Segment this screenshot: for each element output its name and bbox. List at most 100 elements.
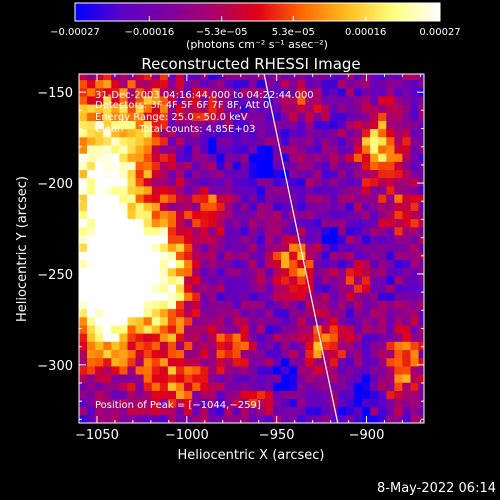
heatmap-cell <box>143 333 153 342</box>
heatmap-cell <box>297 308 306 318</box>
heatmap-cell <box>402 79 412 89</box>
heatmap-cell <box>410 120 420 130</box>
heatmap-cell <box>184 74 193 81</box>
heatmap-cell <box>143 234 153 244</box>
heatmap-cell <box>265 275 274 285</box>
heatmap-cell <box>345 120 355 130</box>
heatmap-cell <box>240 333 250 342</box>
heatmap-cell <box>224 226 234 236</box>
heatmap-cell <box>79 202 88 211</box>
heatmap-cell <box>313 169 323 179</box>
heatmap-cell <box>305 136 315 146</box>
heatmap-cell <box>362 136 371 146</box>
heatmap-cell <box>224 161 234 171</box>
heatmap-cell <box>87 161 96 171</box>
heatmap-cell <box>297 177 306 187</box>
heatmap-cell <box>232 292 242 301</box>
heatmap-cell <box>410 169 420 179</box>
x-tick-label: −1050 <box>75 428 119 443</box>
heatmap-cell <box>321 177 331 187</box>
heatmap-cell <box>176 169 185 179</box>
heatmap-cell <box>87 218 96 228</box>
heatmap-cell <box>127 406 137 416</box>
heatmap-cell <box>151 406 161 416</box>
heatmap-cell <box>200 104 209 113</box>
heatmap-cell <box>297 349 306 359</box>
heatmap-cell <box>95 218 104 228</box>
heatmap-cell <box>119 202 129 211</box>
solar-limb-line <box>263 74 339 423</box>
heatmap-cell <box>410 275 420 285</box>
heatmap-cell <box>281 234 290 244</box>
heatmap-cell <box>394 373 404 383</box>
heatmap-cell <box>192 243 201 252</box>
heatmap-cell <box>386 169 395 179</box>
heatmap-cell <box>305 104 315 113</box>
heatmap-cell <box>208 333 218 342</box>
heatmap-cell <box>216 341 226 350</box>
heatmap-cell <box>273 251 282 260</box>
heatmap-cell <box>410 349 420 359</box>
heatmap-cell <box>167 349 177 359</box>
heatmap-cell <box>208 300 218 310</box>
heatmap-cell <box>394 406 404 416</box>
heatmap-cell <box>151 341 161 350</box>
heatmap-cell <box>240 112 250 121</box>
heatmap-cell <box>111 210 120 220</box>
heatmap-cell <box>240 365 250 375</box>
heatmap-cell <box>200 357 209 367</box>
heatmap-cell <box>321 120 331 130</box>
heatmap-cell <box>151 308 161 318</box>
heatmap-cell <box>135 153 145 162</box>
heatmap-cell <box>297 365 306 375</box>
heatmap-cell <box>289 324 298 334</box>
x-tick-label: −900 <box>349 428 385 443</box>
heatmap-cell <box>103 161 112 171</box>
heatmap-cell <box>370 95 379 105</box>
heatmap-cell <box>313 365 323 375</box>
heatmap-cell <box>127 292 137 301</box>
heatmap-cell <box>103 267 112 277</box>
heatmap-cell <box>111 128 120 138</box>
heatmap-cell <box>87 283 96 293</box>
heatmap-cell <box>353 194 363 203</box>
heatmap-cell <box>176 177 185 187</box>
heatmap-cell <box>256 283 266 293</box>
heatmap-cell <box>208 79 218 89</box>
heatmap-cell <box>184 210 193 220</box>
heatmap-cell <box>184 300 193 310</box>
heatmap-cell <box>305 398 315 408</box>
heatmap-cell <box>337 300 347 310</box>
heatmap-cell <box>362 390 371 400</box>
heatmap-cell <box>167 390 177 400</box>
heatmap-cell <box>362 259 371 269</box>
heatmap-cell <box>265 79 274 89</box>
heatmap-cell <box>167 234 177 244</box>
heatmap-cell <box>143 202 153 211</box>
heatmap-cell <box>143 316 153 326</box>
heatmap-cell <box>402 128 412 138</box>
heatmap-cell <box>362 300 371 310</box>
heatmap-cell <box>353 373 363 383</box>
heatmap-cell <box>176 283 185 293</box>
heatmap-cell <box>362 218 371 228</box>
heatmap-cell <box>224 74 234 81</box>
heatmap-cell <box>127 202 137 211</box>
heatmap-cell <box>394 194 404 203</box>
heatmap-cell <box>265 136 274 146</box>
heatmap-cell <box>159 300 169 310</box>
heatmap-cell <box>313 390 323 400</box>
heatmap-cell <box>159 210 169 220</box>
heatmap-cell <box>143 218 153 228</box>
heatmap-cell <box>321 324 331 334</box>
heatmap-cell <box>103 398 112 408</box>
heatmap-cell <box>256 414 266 423</box>
heatmap-cell <box>321 194 331 203</box>
heatmap-cell <box>119 259 129 269</box>
heatmap-cell <box>159 382 169 391</box>
heatmap-cell <box>289 251 298 260</box>
heatmap-cell <box>273 226 282 236</box>
x-tick-label: −1000 <box>165 428 209 443</box>
heatmap-cell <box>240 357 250 367</box>
heatmap-cell <box>151 185 161 195</box>
